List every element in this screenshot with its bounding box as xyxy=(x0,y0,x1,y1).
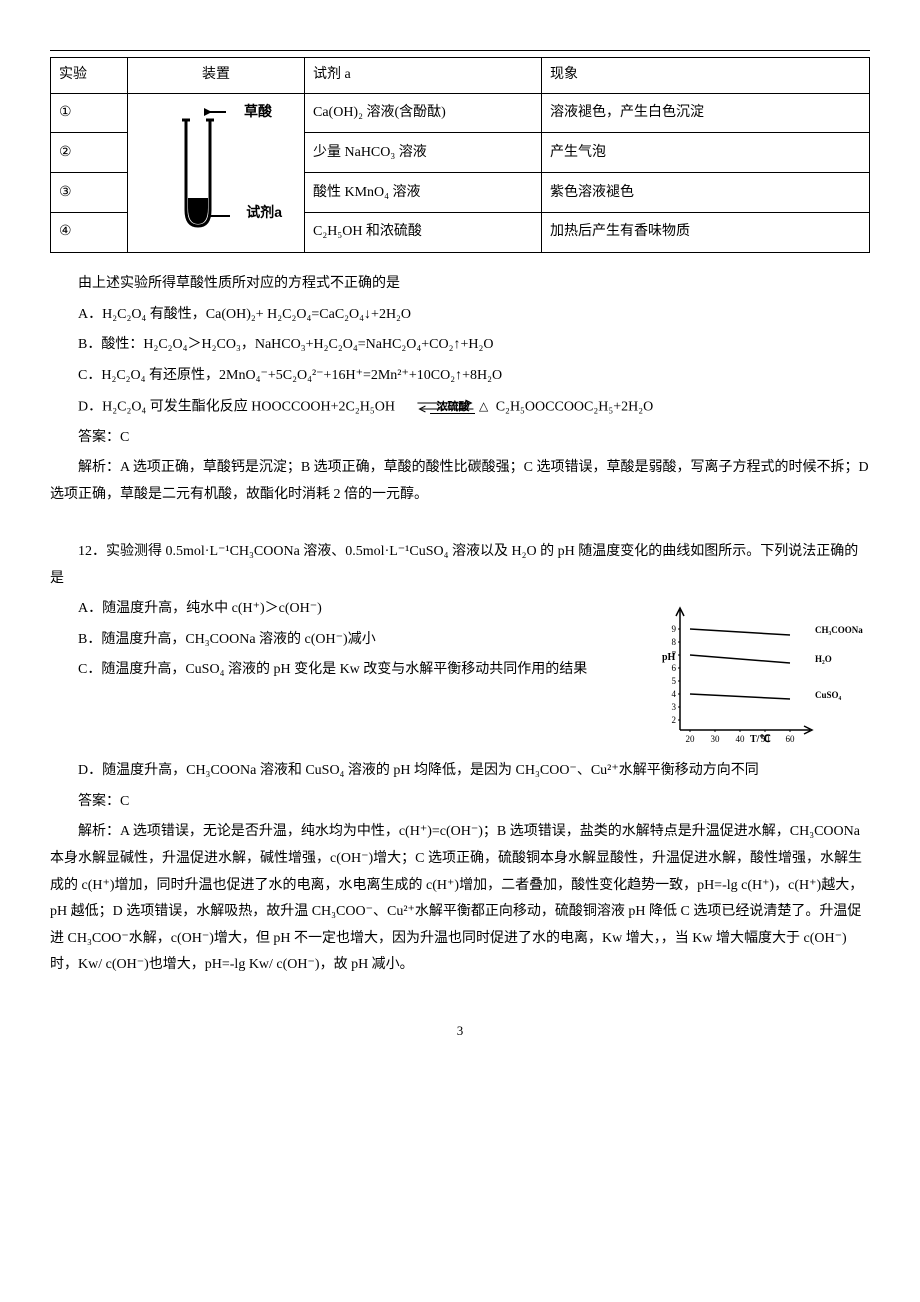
svg-text:4: 4 xyxy=(672,689,677,699)
svg-text:8: 8 xyxy=(672,637,677,647)
th-exp: 实验 xyxy=(51,58,128,94)
q11-analysis: 解析：A 选项正确，草酸钙是沉淀；B 选项正确，草酸的酸性比碳酸强；C 选项错误… xyxy=(50,455,870,508)
page-number: 3 xyxy=(50,1019,870,1044)
q11-intro: 由上述实验所得草酸性质所对应的方程式不正确的是 xyxy=(50,271,870,298)
ph-temp-chart: 2 3 4 5 6 7 8 9 pH 20 30 40 50 60 T/℃ CH… xyxy=(650,600,870,750)
q11-answer: 答案：C xyxy=(50,425,870,452)
svg-text:20: 20 xyxy=(686,734,696,744)
svg-text:9: 9 xyxy=(672,624,677,634)
q11-d-post: C₂H₅OOCCOOC₂H₅+2H₂O xyxy=(496,399,654,414)
svg-text:3: 3 xyxy=(672,702,677,712)
q12-stem: 12．实验测得 0.5mol·L⁻¹CH₃COONa 溶液、0.5mol·L⁻¹… xyxy=(50,539,870,592)
cell-reagent: C₂H₅OH 和浓硫酸 xyxy=(305,213,542,253)
cell-phenomenon: 溶液褪色，产生白色沉淀 xyxy=(542,93,870,133)
q11-option-c: C．H₂C₂O₄ 有还原性，2MnO₄⁻+5C₂O₄²⁻+16H⁺=2Mn²⁺+… xyxy=(50,363,870,390)
cell-id: ① xyxy=(51,93,128,133)
svg-text:6: 6 xyxy=(672,663,677,673)
svg-text:T/℃: T/℃ xyxy=(750,734,771,745)
cell-reagent: 少量 NaHCO₃ 溶液 xyxy=(305,133,542,173)
q11-d-pre: D．H₂C₂O₄ 可发生酯化反应 HOOCCOOH+2C₂H₅OH xyxy=(78,399,395,414)
cell-id: ④ xyxy=(51,213,128,253)
svg-text:30: 30 xyxy=(711,734,721,744)
cell-phenomenon: 加热后产生有香味物质 xyxy=(542,213,870,253)
svg-text:pH: pH xyxy=(662,652,676,663)
header-rule xyxy=(50,50,870,51)
th-apparatus: 装置 xyxy=(128,58,305,94)
svg-text:CuSO₄: CuSO₄ xyxy=(815,690,842,700)
svg-text:2: 2 xyxy=(672,715,677,725)
svg-text:CH₃COONa: CH₃COONa xyxy=(815,625,863,635)
cell-id: ② xyxy=(51,133,128,173)
q11-option-a: A．H₂C₂O₄ 有酸性，Ca(OH)₂+ H₂C₂O₄=CaC₂O₄↓+2H₂… xyxy=(50,302,870,329)
q11-option-d: D．H₂C₂O₄ 可发生酯化反应 HOOCCOOH+2C₂H₅OH 浓硫酸 △ … xyxy=(50,394,870,421)
condition-top: 浓硫酸 xyxy=(430,401,475,414)
apparatus-top-label: 草酸 xyxy=(244,98,272,125)
condition-bottom: △ xyxy=(479,399,488,413)
th-reagent: 试剂 a xyxy=(305,58,542,94)
apparatus-bottom-label: 试剂a xyxy=(246,199,282,226)
page: 实验 装置 试剂 a 现象 ① 草酸 试剂a xyxy=(0,0,920,1074)
cell-apparatus: 草酸 试剂a xyxy=(128,93,305,253)
cell-id: ③ xyxy=(51,173,128,213)
cell-phenomenon: 产生气泡 xyxy=(542,133,870,173)
svg-text:40: 40 xyxy=(736,734,746,744)
apparatus-diagram: 草酸 试剂a xyxy=(156,98,276,238)
svg-text:5: 5 xyxy=(672,676,677,686)
cell-reagent: 酸性 KMnO₄ 溶液 xyxy=(305,173,542,213)
svg-text:H₂O: H₂O xyxy=(815,654,832,664)
cell-phenomenon: 紫色溶液褪色 xyxy=(542,173,870,213)
q12-option-d: D．随温度升高，CH₃COONa 溶液和 CuSO₄ 溶液的 pH 均降低，是因… xyxy=(50,758,870,785)
q11-option-b: B．酸性：H₂C₂O₄＞H₂CO₃，NaHCO₃+H₂C₂O₄=NaHC₂O₄+… xyxy=(50,332,870,359)
table-row: ① 草酸 试剂a xyxy=(51,93,870,133)
th-phenomenon: 现象 xyxy=(542,58,870,94)
table-header-row: 实验 装置 试剂 a 现象 xyxy=(51,58,870,94)
q12-analysis: 解析：A 选项错误，无论是否升温，纯水均为中性，c(H⁺)=c(OH⁻)；B 选… xyxy=(50,819,870,979)
experiment-table: 实验 装置 试剂 a 现象 ① 草酸 试剂a xyxy=(50,57,870,253)
cell-reagent: Ca(OH)₂ 溶液(含酚酞) xyxy=(305,93,542,133)
q12-answer: 答案：C xyxy=(50,789,870,816)
chart-svg: 2 3 4 5 6 7 8 9 pH 20 30 40 50 60 T/℃ CH… xyxy=(650,600,870,750)
reaction-condition: 浓硫酸 △ xyxy=(402,394,488,421)
svg-text:60: 60 xyxy=(786,734,796,744)
